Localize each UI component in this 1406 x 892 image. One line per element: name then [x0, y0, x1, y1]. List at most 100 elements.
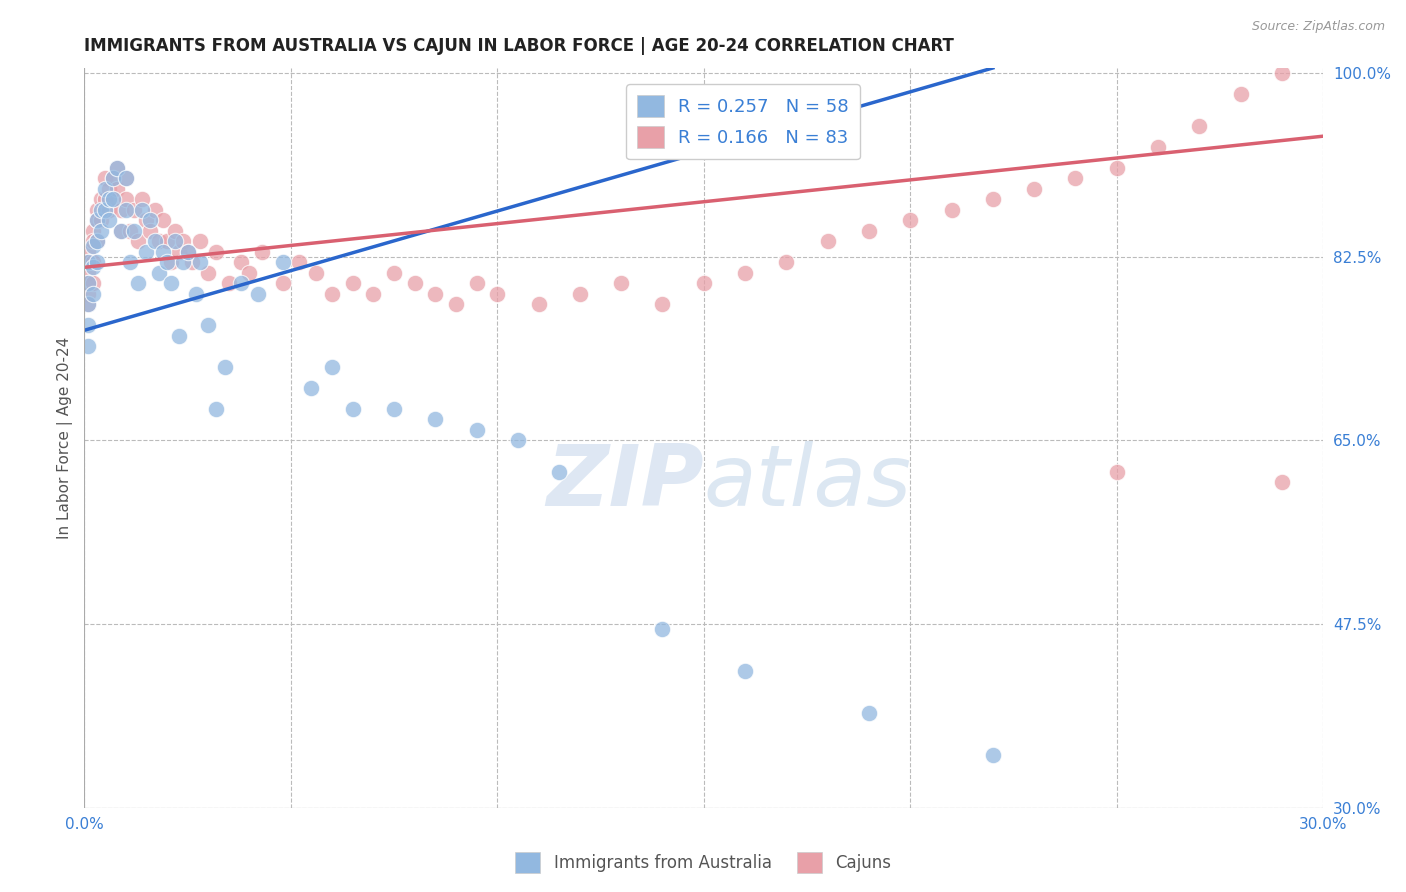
- Point: [103, 192, 125, 206]
- Point: [342, 276, 364, 290]
- Point: [165, 234, 187, 248]
- Point: [86, 213, 108, 227]
- Point: [465, 276, 488, 290]
- Point: [172, 255, 194, 269]
- Text: atlas: atlas: [704, 441, 911, 524]
- Point: [77, 297, 100, 311]
- Point: [465, 423, 488, 437]
- Point: [1188, 119, 1211, 133]
- Point: [817, 234, 839, 248]
- Point: [231, 276, 253, 290]
- Point: [131, 192, 153, 206]
- Point: [114, 171, 136, 186]
- Point: [271, 255, 294, 269]
- Point: [90, 213, 112, 227]
- Point: [898, 213, 921, 227]
- Point: [1024, 181, 1046, 195]
- Point: [1147, 139, 1170, 153]
- Point: [238, 266, 260, 280]
- Point: [301, 381, 323, 395]
- Point: [188, 234, 211, 248]
- Point: [1064, 171, 1087, 186]
- Point: [271, 276, 294, 290]
- Point: [169, 244, 191, 259]
- Point: [651, 297, 673, 311]
- Point: [156, 234, 179, 248]
- Point: [342, 401, 364, 416]
- Point: [444, 297, 467, 311]
- Point: [105, 181, 128, 195]
- Point: [86, 234, 108, 248]
- Point: [156, 255, 179, 269]
- Point: [77, 286, 100, 301]
- Point: [110, 224, 132, 238]
- Point: [188, 255, 211, 269]
- Point: [152, 244, 174, 259]
- Point: [548, 465, 571, 479]
- Point: [103, 171, 125, 186]
- Point: [165, 224, 187, 238]
- Point: [110, 224, 132, 238]
- Point: [77, 244, 100, 259]
- Point: [176, 244, 198, 259]
- Point: [98, 192, 121, 206]
- Point: [103, 192, 125, 206]
- Point: [135, 213, 157, 227]
- Point: [94, 192, 117, 206]
- Point: [172, 234, 194, 248]
- Point: [139, 213, 162, 227]
- Point: [527, 297, 550, 311]
- Point: [941, 202, 963, 217]
- Point: [160, 255, 183, 269]
- Legend: Immigrants from Australia, Cajuns: Immigrants from Australia, Cajuns: [509, 846, 897, 880]
- Text: IMMIGRANTS FROM AUSTRALIA VS CAJUN IN LABOR FORCE | AGE 20-24 CORRELATION CHART: IMMIGRANTS FROM AUSTRALIA VS CAJUN IN LA…: [84, 37, 955, 55]
- Point: [118, 224, 141, 238]
- Point: [114, 192, 136, 206]
- Point: [425, 412, 447, 426]
- Point: [86, 213, 108, 227]
- Point: [651, 623, 673, 637]
- Point: [486, 286, 509, 301]
- Point: [82, 239, 104, 253]
- Point: [152, 213, 174, 227]
- Point: [90, 192, 112, 206]
- Point: [90, 202, 112, 217]
- Point: [568, 286, 591, 301]
- Point: [77, 318, 100, 332]
- Point: [82, 224, 104, 238]
- Point: [77, 255, 100, 269]
- Point: [86, 202, 108, 217]
- Point: [1271, 475, 1294, 490]
- Point: [135, 244, 157, 259]
- Point: [105, 161, 128, 175]
- Point: [205, 244, 228, 259]
- Point: [858, 706, 880, 721]
- Point: [98, 202, 121, 217]
- Point: [693, 276, 716, 290]
- Point: [110, 202, 132, 217]
- Point: [363, 286, 385, 301]
- Point: [86, 255, 108, 269]
- Point: [82, 234, 104, 248]
- Point: [981, 192, 1004, 206]
- Point: [82, 276, 104, 290]
- Text: ZIP: ZIP: [546, 441, 704, 524]
- Point: [94, 171, 117, 186]
- Point: [82, 260, 104, 275]
- Point: [77, 276, 100, 290]
- Point: [82, 286, 104, 301]
- Point: [288, 255, 311, 269]
- Point: [184, 286, 207, 301]
- Point: [610, 276, 633, 290]
- Point: [127, 276, 149, 290]
- Point: [1105, 161, 1128, 175]
- Point: [425, 286, 447, 301]
- Point: [321, 286, 343, 301]
- Point: [103, 171, 125, 186]
- Point: [734, 665, 756, 679]
- Point: [86, 234, 108, 248]
- Point: [404, 276, 426, 290]
- Point: [122, 224, 145, 238]
- Point: [77, 297, 100, 311]
- Text: Source: ZipAtlas.com: Source: ZipAtlas.com: [1251, 20, 1385, 33]
